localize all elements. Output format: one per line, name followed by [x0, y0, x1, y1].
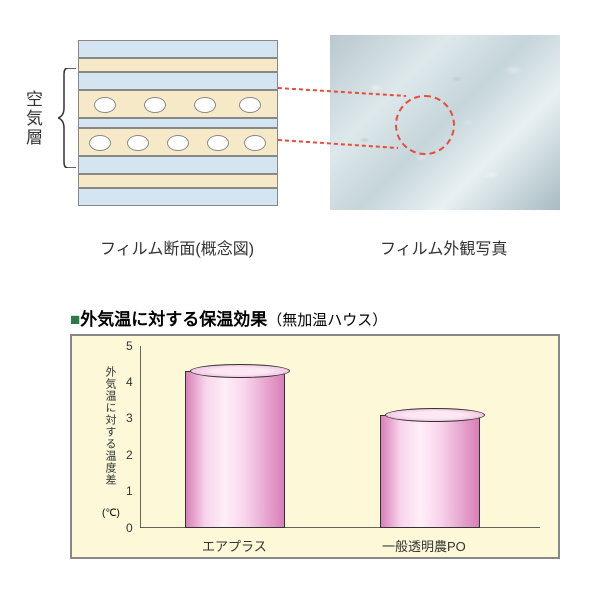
- square-marker-icon: ■: [70, 310, 80, 329]
- chart-title: ■外気温に対する保温効果（無加温ハウス）: [70, 305, 580, 330]
- y-axis-unit: (℃): [102, 508, 120, 519]
- y-tick-2: 2: [126, 448, 133, 462]
- chart-section: ■外気温に対する保温効果（無加温ハウス） 外気温に対する温度差 (℃) 0 1 …: [70, 305, 580, 559]
- y-axis-label: 外気温に対する温度差: [102, 366, 118, 486]
- bracket-icon: [58, 68, 76, 168]
- cross-section-diagram: [78, 40, 278, 200]
- chart-subtitle: （無加温ハウス）: [267, 312, 387, 329]
- chart-box: 外気温に対する温度差 (℃) 0 1 2 3 4 5: [70, 334, 560, 559]
- bar-0: [185, 371, 285, 528]
- y-tick-3: 3: [126, 411, 133, 425]
- callout-circle-icon: [395, 95, 455, 155]
- chart-axes: 0 1 2 3 4 5: [140, 346, 540, 528]
- chart-title-text: 外気温に対する保温効果: [80, 310, 267, 329]
- diagram-caption: フィルム断面(概念図): [100, 235, 254, 259]
- top-section: 空気層 フィルム断面(概念図) フィルム外観写真: [0, 20, 600, 270]
- y-tick-5: 5: [126, 339, 133, 353]
- photo-caption: フィルム外観写真: [380, 235, 507, 259]
- air-layer-label: 空気層: [20, 90, 45, 147]
- bar-0-label: エアプラス: [202, 536, 267, 555]
- y-tick-0: 0: [126, 521, 133, 535]
- y-tick-1: 1: [126, 484, 133, 498]
- bar-1: [380, 415, 480, 528]
- bar-1-label: 一般透明農PO: [382, 536, 466, 555]
- y-tick-4: 4: [126, 375, 133, 389]
